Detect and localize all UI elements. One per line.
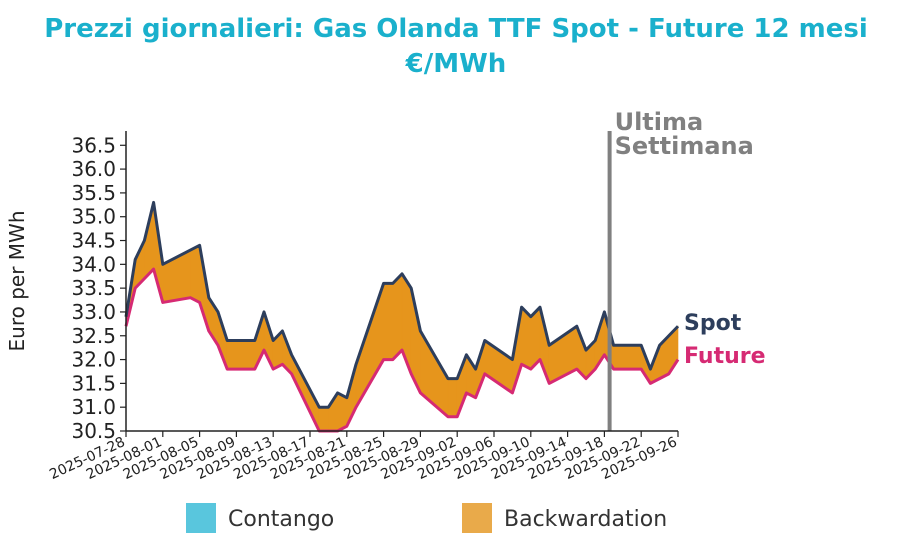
spread-fill-group: [125, 202, 679, 432]
spread-fill-segment: [383, 283, 394, 360]
y-tick-label: 36.0: [71, 157, 116, 181]
spread-fill-segment: [447, 378, 458, 418]
legend-swatch-backwardation: [462, 503, 492, 533]
spread-fill-segment: [613, 344, 642, 370]
legend: Contango Backwardation: [186, 503, 667, 533]
y-axis-label: Euro per MWh: [5, 211, 29, 352]
spread-fill-segment: [355, 283, 384, 409]
y-tick-label: 30.5: [71, 419, 116, 443]
legend-label-contango: Contango: [228, 507, 334, 532]
y-tick-label: 32.5: [71, 324, 116, 348]
spot-series-line: [124, 200, 680, 409]
y-tick-label: 35.5: [71, 181, 116, 205]
spread-fill-segment: [318, 406, 329, 432]
series-label-group: Spot Future: [684, 311, 766, 369]
chart-title-line1: Prezzi giornalieri: Gas Olanda TTF Spot …: [44, 14, 868, 44]
y-tick-label: 31.5: [71, 371, 116, 395]
chart-title-line2: €/MWh: [405, 49, 507, 79]
series-label-spot: Spot: [684, 311, 742, 336]
y-tick-label: 36.5: [71, 133, 116, 157]
spread-fill-segment: [190, 244, 200, 303]
spread-fill-segment: [226, 340, 256, 370]
x-tick-group: 2025-07-282025-08-012025-08-052025-08-09…: [47, 431, 680, 483]
future-series-line: [124, 267, 680, 433]
legend-label-backwardation: Backwardation: [504, 507, 667, 532]
series-line-group: [124, 200, 680, 433]
last-week-label-line2: Settimana: [615, 132, 754, 160]
axes-group: [125, 131, 678, 432]
y-tick-label: 33.5: [71, 276, 116, 300]
y-tick-label: 35.0: [71, 205, 116, 229]
series-label-future: Future: [684, 344, 766, 369]
spread-fill-segment: [392, 273, 403, 361]
y-tick-label: 34.5: [71, 229, 116, 253]
y-tick-label: 34.0: [71, 252, 116, 276]
y-tick-label: 32.0: [71, 348, 116, 372]
legend-swatch-contango: [186, 503, 216, 533]
y-tick-group: 30.531.031.532.032.533.033.534.034.535.0…: [71, 133, 126, 443]
y-tick-label: 31.0: [71, 395, 116, 419]
y-tick-label: 33.0: [71, 300, 116, 324]
last-week-label-line1: Ultima: [615, 108, 704, 136]
